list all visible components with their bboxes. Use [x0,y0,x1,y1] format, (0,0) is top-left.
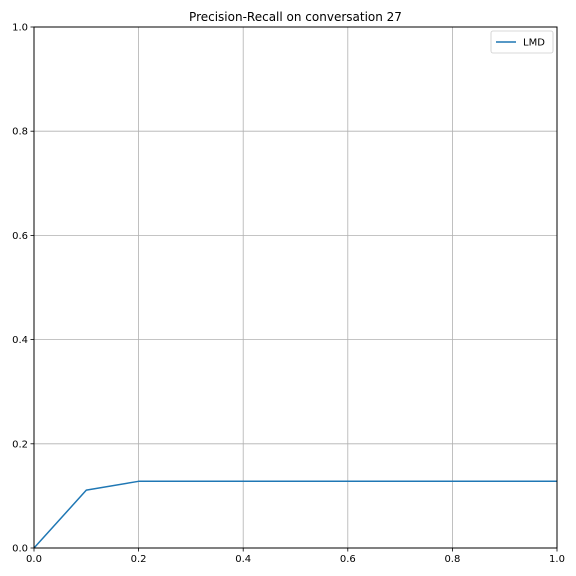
y-tick-label: 0.4 [12,335,28,346]
x-tick-label: 0.6 [340,554,356,565]
legend: LMD [490,30,554,54]
x-tick-label: 0.0 [26,554,42,565]
plot-frame [33,26,558,549]
x-axis: 0.0 0.2 0.4 0.6 0.8 1.0 [26,548,565,565]
legend-box [490,30,554,54]
y-axis: 0.0 0.2 0.4 0.6 0.8 1.0 [12,23,34,555]
y-tick-label: 1.0 [12,23,28,34]
grid [33,26,558,549]
y-tick-label: 0.2 [12,439,28,450]
plot-area [34,27,557,548]
x-tick-label: 0.2 [131,554,147,565]
x-tick-label: 1.0 [549,554,565,565]
chart-title: Precision-Recall on conversation 27 [189,10,402,24]
y-tick-label: 0.8 [12,127,28,138]
series-line-lmd [33,480,557,549]
x-tick-label: 0.4 [235,554,251,565]
legend-label: LMD [523,38,545,49]
y-tick-label: 0.6 [12,231,28,242]
x-tick-label: 0.8 [444,554,460,565]
y-tick-label: 0.0 [12,544,28,555]
series-layer [33,480,557,549]
